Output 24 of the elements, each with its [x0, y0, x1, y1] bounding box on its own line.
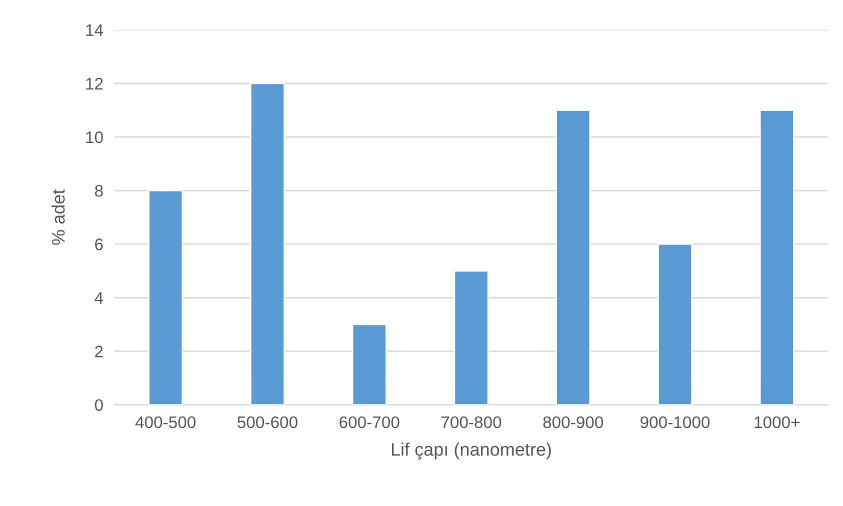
y-tick-label: 6 [95, 238, 103, 250]
bar [556, 110, 591, 405]
x-tick-label: 1000+ [754, 416, 800, 428]
bar [454, 270, 489, 405]
y-tick-label: 4 [94, 292, 104, 304]
y-tick-label: 12 [86, 78, 103, 90]
y-tick-label: 14 [86, 24, 104, 36]
x-tick-label: 700-800 [442, 416, 502, 428]
bar [657, 243, 693, 405]
x-tick-label: 900-1000 [640, 416, 710, 428]
bar [352, 324, 387, 405]
x-tick-label: 400-500 [135, 416, 196, 428]
x-axis-title: Lif çapı (nanometre) [392, 442, 551, 460]
y-tick-label: 0 [94, 399, 103, 412]
x-tick-label: 600-700 [340, 416, 400, 428]
x-tick-label: 800-900 [543, 416, 604, 428]
x-tick-label: 500-600 [238, 416, 298, 428]
y-tick-label: 10 [86, 131, 103, 144]
bar [250, 82, 285, 405]
bar [759, 110, 794, 405]
y-tick-label: 8 [94, 184, 103, 197]
y-axis-title: % adet [52, 189, 65, 245]
y-tick-label: 2 [95, 346, 103, 358]
bar [148, 190, 184, 405]
